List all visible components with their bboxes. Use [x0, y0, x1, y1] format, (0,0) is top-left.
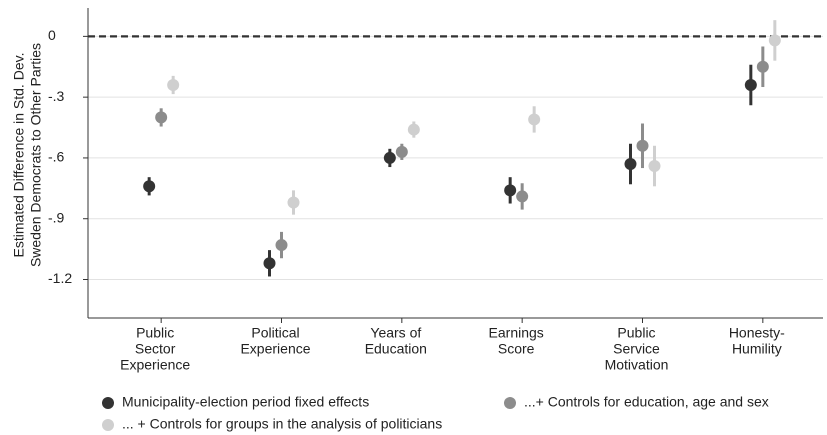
point — [407, 123, 420, 136]
y-axis-label: Sweden Democrats to Other Parties — [28, 43, 44, 267]
legend-marker — [504, 397, 516, 409]
x-tick-label: Experience — [240, 341, 310, 357]
x-tick-label: Sector — [135, 341, 176, 357]
x-tick-label: Experience — [120, 357, 190, 373]
point — [528, 113, 541, 126]
point — [636, 139, 649, 152]
y-tick-label: -.9 — [48, 209, 65, 225]
legend-label: Municipality-election period fixed effec… — [122, 394, 369, 410]
y-tick-label: 0 — [48, 27, 56, 43]
point — [167, 78, 180, 91]
x-tick-label: Earnings — [489, 325, 544, 341]
legend-label: ... + Controls for groups in the analysi… — [122, 416, 442, 432]
point — [624, 158, 637, 171]
y-tick-label: -1.2 — [48, 270, 72, 286]
point — [504, 184, 517, 197]
y-axis-label: Estimated Difference in Std. Dev. — [11, 53, 27, 258]
point — [143, 180, 156, 193]
point — [155, 111, 168, 124]
x-tick-label: Score — [498, 341, 535, 357]
point — [263, 257, 276, 270]
x-tick-label: Public — [136, 325, 174, 341]
point — [648, 160, 661, 173]
point — [275, 239, 288, 252]
x-tick-label: Political — [251, 325, 299, 341]
legend-marker — [102, 419, 114, 431]
x-tick-label: Honesty- — [729, 325, 785, 341]
x-tick-label: Motivation — [605, 357, 669, 373]
point — [383, 151, 396, 164]
legend-marker — [102, 397, 114, 409]
point — [768, 34, 781, 47]
x-tick-label: Education — [365, 341, 427, 357]
y-tick-label: -.6 — [48, 149, 65, 165]
point — [395, 145, 408, 158]
x-tick-label: Public — [617, 325, 655, 341]
y-tick-label: -.3 — [48, 88, 65, 104]
legend-label: ...+ Controls for education, age and sex — [524, 394, 769, 410]
point — [516, 190, 529, 203]
point — [756, 60, 769, 73]
x-tick-label: Humility — [732, 341, 782, 357]
x-tick-label: Service — [613, 341, 660, 357]
point — [287, 196, 300, 209]
x-tick-label: Years of — [370, 325, 421, 341]
point — [744, 78, 757, 91]
